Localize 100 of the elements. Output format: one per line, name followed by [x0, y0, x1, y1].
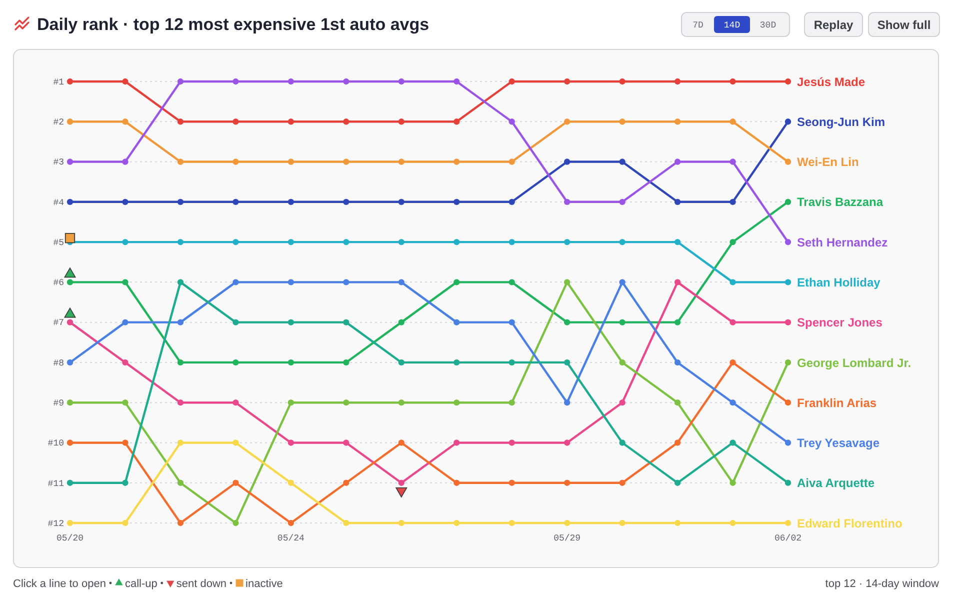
point: [288, 238, 294, 246]
point: [730, 158, 736, 165]
point: [784, 440, 792, 446]
point: [730, 118, 736, 125]
point: [398, 118, 404, 125]
point: [343, 359, 350, 366]
point: [288, 400, 294, 406]
point: [784, 400, 792, 406]
point: [177, 440, 184, 446]
y-tick-label: #2: [53, 118, 64, 128]
point: [454, 118, 460, 125]
point: [398, 198, 404, 205]
point: [343, 78, 350, 85]
point: [674, 480, 681, 486]
point: [288, 359, 294, 366]
point: [619, 319, 626, 326]
point: [730, 238, 736, 246]
point: [730, 359, 736, 366]
range-toggle: 7D 14D 30D: [681, 12, 790, 37]
x-tick-label: 06/02: [774, 533, 802, 544]
point: [619, 400, 626, 406]
point: [674, 359, 681, 366]
legend-label: sent down: [176, 578, 227, 590]
point: [343, 279, 350, 286]
point: [177, 480, 184, 486]
y-tick-label: #11: [48, 478, 64, 489]
point: [122, 400, 128, 406]
point: [177, 198, 184, 205]
point: [674, 520, 681, 526]
point: [122, 158, 128, 165]
point: [619, 118, 626, 125]
point: [508, 319, 515, 326]
point: [232, 238, 239, 246]
point: [288, 279, 294, 286]
point: [674, 118, 681, 125]
point: [674, 400, 681, 406]
point: [396, 487, 408, 498]
point: [398, 238, 404, 246]
point: [398, 520, 404, 526]
series-label: George Lombard Jr.: [797, 356, 912, 370]
point: [564, 158, 570, 165]
point: [122, 319, 128, 326]
point: [66, 400, 74, 406]
point: [508, 238, 515, 246]
point: [674, 319, 681, 326]
button: Replay: [804, 12, 863, 37]
point: [232, 440, 239, 446]
point: [674, 198, 681, 205]
point: [66, 198, 74, 205]
point: [784, 78, 792, 85]
y-tick-label: #4: [53, 198, 64, 208]
point: [454, 279, 460, 286]
y-tick-label: #3: [53, 158, 64, 168]
point: [66, 319, 74, 326]
point: [454, 440, 460, 446]
point: [784, 158, 792, 165]
point: [177, 238, 184, 246]
point: [343, 238, 350, 246]
text: Click a line to open: [13, 578, 106, 590]
point: [454, 520, 460, 526]
point: [398, 440, 404, 446]
point: [784, 319, 792, 326]
series-label: Jesús Made: [797, 74, 866, 89]
legend-label: inactive: [246, 578, 283, 590]
series-label: Spencer Jones: [797, 316, 883, 330]
button: Show full: [868, 12, 940, 37]
point: [122, 359, 128, 366]
point: [784, 480, 792, 486]
y-tick-label: #12: [48, 518, 64, 529]
point: [564, 319, 570, 326]
point: [564, 480, 570, 486]
point: [232, 319, 239, 326]
point: [454, 359, 460, 366]
point: [288, 78, 294, 85]
point: [619, 158, 626, 165]
point: [619, 78, 626, 85]
point: [564, 440, 570, 446]
point: [66, 279, 74, 286]
series-label: Wei-En Lin: [797, 155, 859, 170]
point: [564, 279, 570, 286]
point: [564, 520, 570, 526]
point: [122, 118, 128, 125]
point: [398, 158, 404, 165]
point: [454, 238, 460, 246]
point: [343, 198, 350, 205]
y-tick-label: #1: [53, 77, 64, 88]
series-label: Franklin Arias: [797, 396, 877, 410]
point: [66, 520, 74, 526]
y-tick-label: #7: [53, 318, 64, 328]
point: [343, 400, 350, 406]
point: [730, 319, 736, 326]
point: [64, 268, 76, 278]
point: [730, 520, 736, 526]
point: [784, 118, 792, 125]
point: [288, 520, 294, 526]
point: [122, 198, 128, 205]
point: [64, 232, 76, 244]
point: [564, 359, 570, 366]
point: [343, 440, 350, 446]
point: [508, 520, 515, 526]
